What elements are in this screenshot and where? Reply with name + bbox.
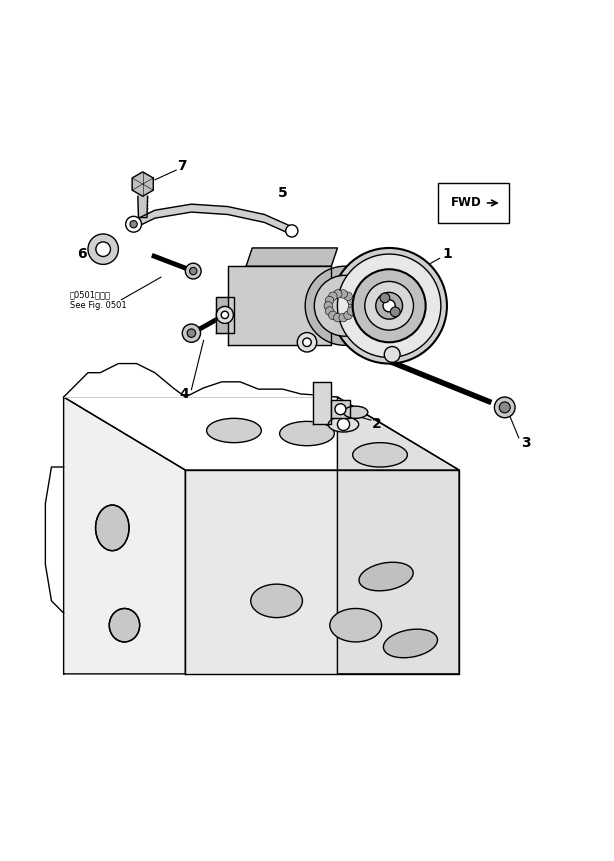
Ellipse shape (328, 417, 359, 432)
Text: 6: 6 (77, 247, 87, 261)
Text: 1: 1 (442, 247, 452, 261)
Text: 4: 4 (179, 387, 189, 401)
Polygon shape (216, 297, 234, 333)
Circle shape (187, 329, 196, 338)
Circle shape (494, 397, 515, 418)
Circle shape (376, 293, 403, 319)
Circle shape (344, 311, 352, 319)
Ellipse shape (343, 406, 368, 418)
Ellipse shape (359, 562, 413, 591)
Circle shape (96, 242, 111, 257)
Text: 2: 2 (372, 418, 382, 431)
Circle shape (324, 301, 333, 310)
Polygon shape (338, 397, 459, 674)
Polygon shape (64, 397, 459, 470)
Ellipse shape (96, 505, 129, 551)
Circle shape (325, 307, 334, 315)
Circle shape (314, 276, 375, 336)
Polygon shape (138, 196, 147, 218)
Circle shape (328, 311, 337, 319)
Circle shape (325, 296, 334, 305)
Ellipse shape (109, 609, 139, 642)
Circle shape (348, 301, 357, 310)
Text: 3: 3 (521, 436, 531, 449)
Circle shape (130, 220, 138, 228)
Circle shape (339, 313, 348, 322)
Polygon shape (228, 266, 332, 345)
Circle shape (126, 216, 141, 232)
Circle shape (333, 289, 342, 298)
Polygon shape (64, 363, 185, 397)
Ellipse shape (383, 629, 438, 658)
Polygon shape (134, 204, 292, 234)
Circle shape (303, 338, 311, 346)
Ellipse shape (352, 443, 408, 467)
Polygon shape (132, 172, 154, 196)
Circle shape (185, 263, 201, 279)
Circle shape (338, 418, 349, 430)
Polygon shape (332, 400, 349, 418)
Circle shape (305, 266, 384, 345)
Circle shape (347, 307, 356, 315)
Circle shape (335, 404, 346, 415)
Circle shape (333, 313, 342, 322)
Circle shape (190, 268, 197, 275)
Ellipse shape (279, 421, 335, 446)
Text: 7: 7 (177, 158, 187, 173)
Circle shape (499, 402, 510, 413)
Circle shape (352, 269, 426, 343)
Polygon shape (64, 397, 185, 674)
Ellipse shape (206, 418, 262, 443)
Circle shape (88, 234, 119, 264)
Ellipse shape (330, 609, 381, 642)
Circle shape (338, 254, 441, 357)
Circle shape (286, 225, 298, 237)
Circle shape (182, 324, 201, 343)
Ellipse shape (251, 584, 303, 617)
Text: FWD: FWD (451, 196, 482, 209)
Text: 参0501図参照: 参0501図参照 (70, 290, 111, 300)
Polygon shape (185, 470, 459, 674)
Polygon shape (313, 381, 332, 424)
Text: 5: 5 (278, 186, 287, 201)
Circle shape (332, 248, 447, 363)
Circle shape (380, 293, 390, 303)
Text: See Fig. 0501: See Fig. 0501 (70, 301, 126, 310)
Circle shape (221, 311, 228, 319)
Circle shape (383, 300, 395, 312)
Circle shape (344, 292, 352, 300)
FancyBboxPatch shape (438, 183, 509, 223)
Circle shape (365, 282, 413, 330)
Circle shape (328, 292, 337, 300)
Circle shape (391, 307, 400, 317)
Polygon shape (246, 248, 338, 266)
Circle shape (297, 332, 317, 352)
Circle shape (216, 307, 233, 324)
Polygon shape (185, 381, 338, 397)
Circle shape (339, 289, 348, 298)
Circle shape (384, 346, 400, 362)
Circle shape (347, 296, 356, 305)
